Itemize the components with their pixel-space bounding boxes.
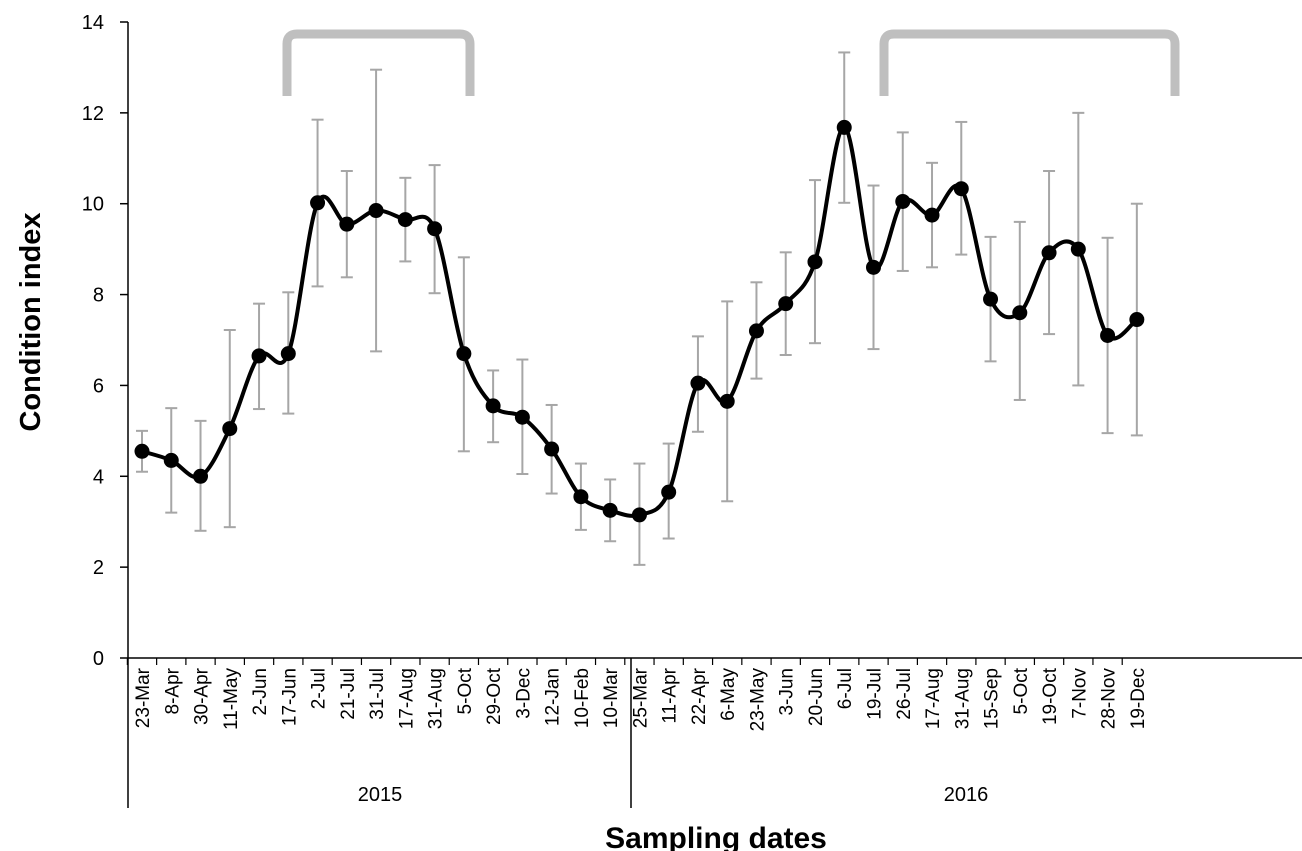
x-tick-label: 23-Mar [133,667,154,728]
y-tick-labels: 0 2 4 6 8 10 12 14 [82,12,128,670]
y-axis-title: Condition index [15,212,47,431]
series-line [141,125,1139,518]
data-point [778,296,794,312]
data-point [193,468,209,484]
x-axis-title: Sampling dates [605,822,827,851]
data-point [544,441,560,457]
x-tick-label: 2-Jun [250,668,271,716]
data-point [1012,305,1028,321]
x-tick-labels: 23-Mar 8-Apr 30-Apr 11-May 2-Jun 17-Jun 2-Jul 2… [126,658,1149,732]
x-tick-label: 11-Apr [660,667,681,723]
x-tick-label: 11-May [221,668,242,730]
x-tick-label: 5-Oct [455,667,476,714]
x-tick-label: 2-Jul [309,668,330,709]
year-label-2015: 2015 [358,784,403,806]
x-tick-label: 19-Jul [865,668,886,720]
x-tick-label: 22-Apr [689,667,710,725]
error-bars [136,51,1143,566]
x-tick-label: 31-Aug [426,668,447,729]
x-tick-label: 29-Oct [484,667,505,725]
data-point [661,484,677,500]
data-point [719,393,735,409]
season-bracket [282,29,475,96]
data-point [222,421,238,437]
x-tick-label: 7-Nov [1069,668,1090,719]
data-point [514,409,530,425]
data-point [953,181,969,197]
x-tick-label: 28-Nov [1099,668,1120,730]
x-tick-label: 19-Oct [1040,667,1061,725]
x-tick-label: 3-Jun [777,668,798,716]
data-point [1070,241,1086,257]
y-tick-label: 10 [82,194,104,216]
x-tick-label: 5-Oct [1011,667,1032,714]
y-tick-label: 4 [93,466,104,488]
data-point [690,375,706,391]
data-point [807,254,823,270]
data-point [1041,245,1057,261]
data-point [485,398,501,414]
year-label-2016: 2016 [944,784,989,806]
data-point [895,193,911,209]
data-point [368,203,384,219]
y-tick-label: 6 [93,375,104,397]
season-bracket [879,29,1180,96]
x-tick-label: 20-Jun [806,668,827,726]
x-tick-label: 17-Aug [396,668,417,729]
x-tick-label: 19-Dec [1128,668,1149,729]
axes [127,22,1302,808]
x-tick-label: 25-Mar [630,667,651,728]
data-point [748,323,764,339]
x-tick-label: 21-Jul [338,668,359,720]
data-point [924,207,940,223]
y-tick-label: 2 [93,557,104,579]
y-tick-label: 8 [93,285,104,307]
x-tick-label: 10-Feb [572,668,593,728]
data-point [983,291,999,307]
x-tick-label: 3-Dec [513,668,534,719]
x-tick-label: 23-May [747,668,768,732]
x-tick-label: 30-Apr [192,667,213,725]
x-tick-label: 17-Jun [279,668,300,726]
x-tick-label: 10-Mar [601,667,622,728]
data-point [339,216,355,232]
x-tick-label: 31-Aug [952,668,973,729]
x-tick-label: 8-Apr [162,667,183,714]
data-point [397,212,413,228]
data-point [631,507,647,523]
y-tick-label: 14 [82,12,104,34]
data-point [1129,312,1145,328]
data-point [456,346,472,362]
x-tick-label: 17-Aug [923,668,944,729]
data-point [573,489,589,505]
data-point [280,346,296,362]
data-point [251,348,267,364]
y-tick-label: 0 [93,648,104,670]
x-tick-label: 6-May [718,668,739,721]
x-tick-label: 26-Jul [894,668,915,720]
x-tick-label: 12-Jan [543,668,564,726]
data-point [134,443,150,459]
data-point [836,119,852,135]
data-point [866,259,881,275]
y-tick-label: 12 [82,103,104,125]
x-tick-label: 6-Jul [835,668,856,709]
season-brackets [282,29,1180,96]
data-point [427,221,443,237]
x-tick-label: 31-Jul [367,668,388,720]
x-tick-label: 15-Sep [982,668,1003,729]
data-point [602,502,618,518]
data-point [1100,327,1116,343]
data-points [134,119,1145,523]
data-point [310,195,326,211]
data-point [163,452,179,468]
